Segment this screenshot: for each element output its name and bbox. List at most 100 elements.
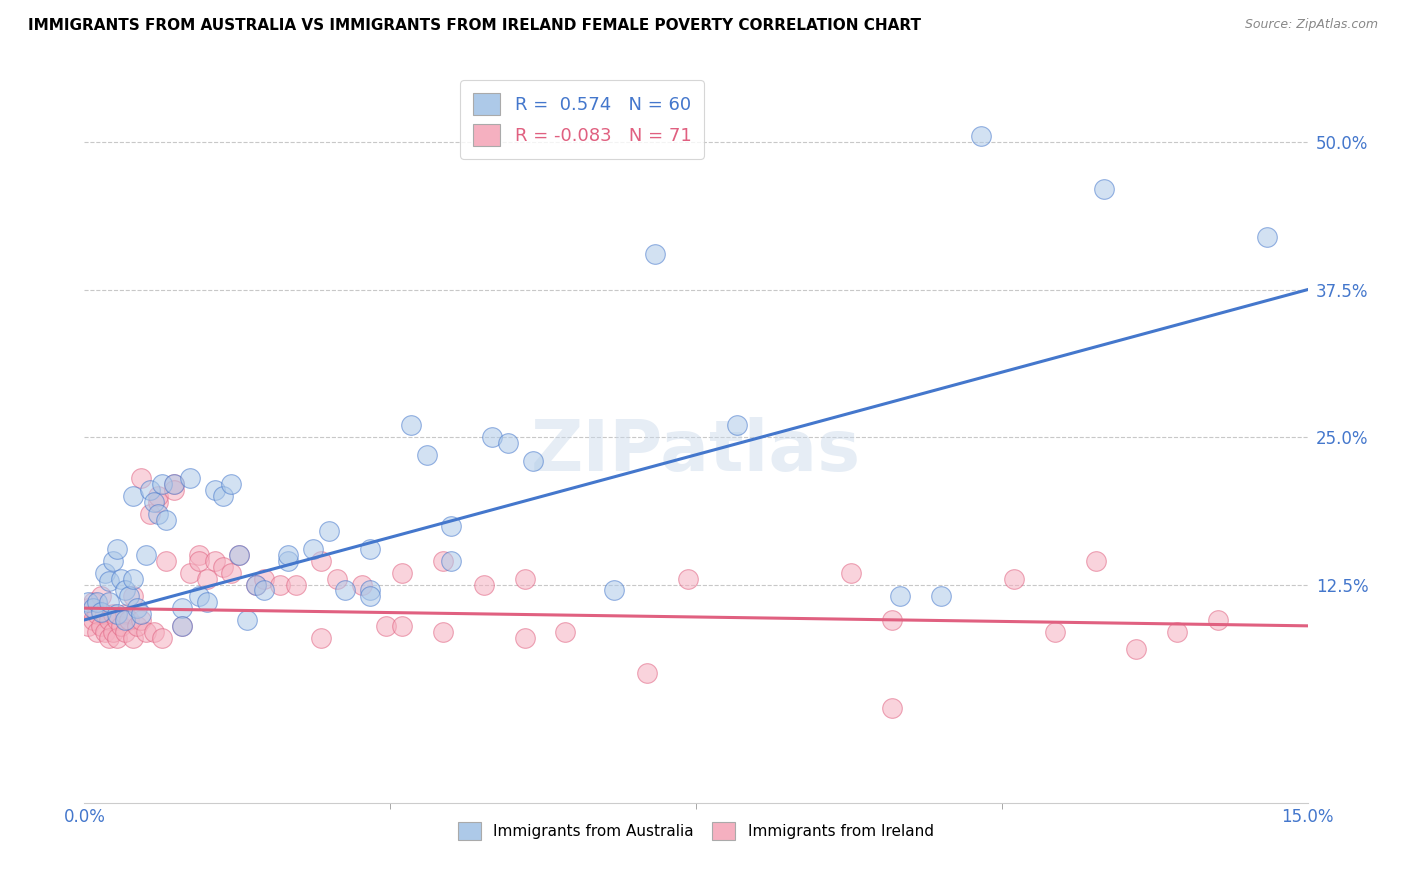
Point (1206, 613, 1229, 627)
Point (301, 542, 323, 557)
Point (135, 548, 157, 562)
Point (93, 607, 115, 621)
Point (228, 548, 250, 562)
Point (889, 590, 911, 604)
Point (195, 572, 218, 586)
Point (179, 471, 201, 485)
Point (236, 613, 259, 627)
Point (114, 583, 136, 598)
Point (82, 613, 104, 627)
Point (131, 471, 153, 485)
Point (725, 418, 748, 433)
Point (416, 448, 439, 462)
Text: ZIPatlas: ZIPatlas (531, 417, 860, 486)
Point (105, 631, 128, 645)
Point (77, 601, 100, 615)
Point (93, 566, 115, 580)
Point (127, 619, 149, 633)
Point (481, 430, 503, 444)
Point (172, 619, 194, 633)
Point (86, 595, 108, 609)
Point (93, 624, 115, 639)
Point (603, 583, 626, 598)
Point (131, 613, 153, 627)
Point (212, 559, 235, 574)
Point (97, 595, 120, 609)
Point (253, 572, 276, 586)
Point (138, 483, 160, 498)
Point (245, 577, 267, 591)
Point (150, 631, 173, 645)
Point (82, 601, 104, 615)
Point (277, 554, 299, 568)
Point (105, 613, 128, 627)
Point (554, 624, 576, 639)
Point (172, 601, 194, 615)
Point (105, 607, 128, 621)
Point (127, 601, 149, 615)
Point (309, 554, 332, 568)
Point (105, 542, 128, 557)
Point (318, 524, 340, 539)
Point (472, 577, 495, 591)
Point (118, 613, 141, 627)
Point (118, 590, 141, 604)
Point (90, 590, 112, 604)
Point (676, 572, 699, 586)
Point (90, 605, 112, 619)
Point (498, 436, 520, 450)
Point (391, 619, 413, 633)
Text: Source: ZipAtlas.com: Source: ZipAtlas.com (1244, 18, 1378, 31)
Point (97, 631, 120, 645)
Point (114, 607, 136, 621)
Point (172, 619, 194, 633)
Point (219, 566, 242, 580)
Point (1256, 229, 1278, 244)
Point (359, 542, 381, 557)
Point (269, 577, 291, 591)
Point (110, 572, 132, 586)
Point (122, 489, 145, 503)
Point (440, 518, 463, 533)
Point (335, 583, 357, 598)
Point (513, 572, 536, 586)
Point (204, 554, 226, 568)
Point (880, 701, 903, 715)
Point (285, 577, 308, 591)
Point (97, 613, 120, 627)
Point (146, 489, 169, 503)
Point (228, 548, 250, 562)
Point (1002, 572, 1025, 586)
Point (359, 583, 381, 598)
Point (432, 624, 454, 639)
Point (929, 590, 952, 604)
Point (155, 554, 177, 568)
Point (86, 607, 108, 621)
Point (359, 590, 381, 604)
Point (146, 507, 169, 521)
Point (839, 566, 862, 580)
Point (277, 548, 299, 562)
Point (219, 477, 242, 491)
Point (97, 574, 120, 588)
Point (326, 572, 349, 586)
Point (77, 619, 100, 633)
Point (1125, 642, 1147, 657)
Point (142, 624, 165, 639)
Point (195, 595, 218, 609)
Point (122, 631, 145, 645)
Point (522, 453, 544, 467)
Point (82, 595, 104, 609)
Point (163, 477, 186, 491)
Point (150, 477, 173, 491)
Point (142, 495, 165, 509)
Point (163, 477, 186, 491)
Point (187, 590, 209, 604)
Point (179, 566, 201, 580)
Point (122, 590, 145, 604)
Point (187, 548, 209, 562)
Point (309, 631, 332, 645)
Point (135, 624, 157, 639)
Point (350, 577, 373, 591)
Point (391, 566, 413, 580)
